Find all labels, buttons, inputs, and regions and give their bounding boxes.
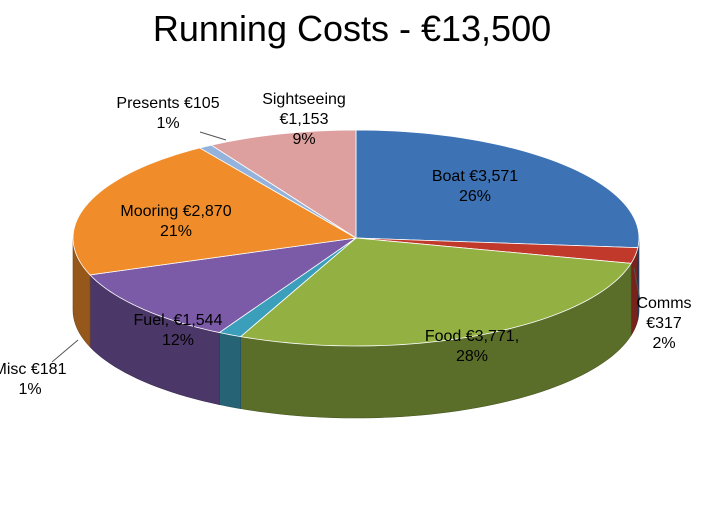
- slice-label-sightseeing: Sightseeing €1,153 9%: [262, 91, 346, 148]
- slice-label-fuel: Fuel, €1,544 12%: [134, 312, 223, 349]
- chart-title: Running Costs - €13,500: [152, 8, 552, 49]
- slice-fuel: [89, 237, 357, 333]
- slice-label-presents: Presents €105 1%: [116, 95, 219, 132]
- slice-label-line: 26%: [459, 188, 491, 205]
- slice-label-line: Mooring €2,870: [120, 203, 231, 220]
- slice-label-misc: Misc €181 1%: [0, 361, 67, 398]
- slice-label-line: 1%: [156, 115, 179, 132]
- slice-label-line: Food €3,771,: [425, 328, 519, 345]
- slice-presents: [198, 144, 357, 239]
- slice-label-line: €317: [646, 315, 682, 332]
- slice-label-line: Misc €181: [0, 361, 67, 378]
- slice-food: [239, 237, 632, 347]
- slice-label-line: Sightseeing: [262, 91, 346, 108]
- pie-top-layer: [72, 129, 640, 347]
- slice-label-line: 2%: [652, 335, 675, 352]
- slice-label-line: 1%: [18, 381, 41, 398]
- leader-lines: [51, 131, 641, 363]
- slice-boat: [355, 129, 640, 249]
- slice-label-line: Fuel, €1,544: [134, 312, 223, 329]
- slice-label-line: 28%: [456, 348, 488, 365]
- slice-label-mooring: Mooring €2,870 21%: [120, 203, 231, 240]
- slice-mooring: [72, 147, 358, 276]
- slice-label-line: €1,153: [280, 111, 329, 128]
- slice-side-misc: [219, 332, 241, 409]
- slice-labels: Boat €3,571 26% Comms €317 2% Food €3,771, 28%…: [0, 91, 692, 398]
- slice-label-line: Boat €3,571: [432, 168, 518, 185]
- leader-line-comms: [633, 267, 641, 301]
- slice-label-food: Food €3,771, 28%: [425, 328, 519, 365]
- slice-label-line: 12%: [162, 332, 194, 349]
- slice-label-line: 21%: [160, 223, 192, 240]
- slice-sightseeing: [210, 129, 357, 239]
- leader-line-presents: [199, 131, 227, 141]
- slice-label-line: 9%: [292, 131, 315, 148]
- slice-label-comms: Comms €317 2%: [636, 295, 691, 352]
- slice-label-line: Comms: [636, 295, 691, 312]
- slice-label-line: Presents €105: [116, 95, 219, 112]
- leader-line-misc: [51, 339, 79, 363]
- slice-label-boat: Boat €3,571 26%: [432, 168, 518, 205]
- slice-misc: [218, 237, 357, 338]
